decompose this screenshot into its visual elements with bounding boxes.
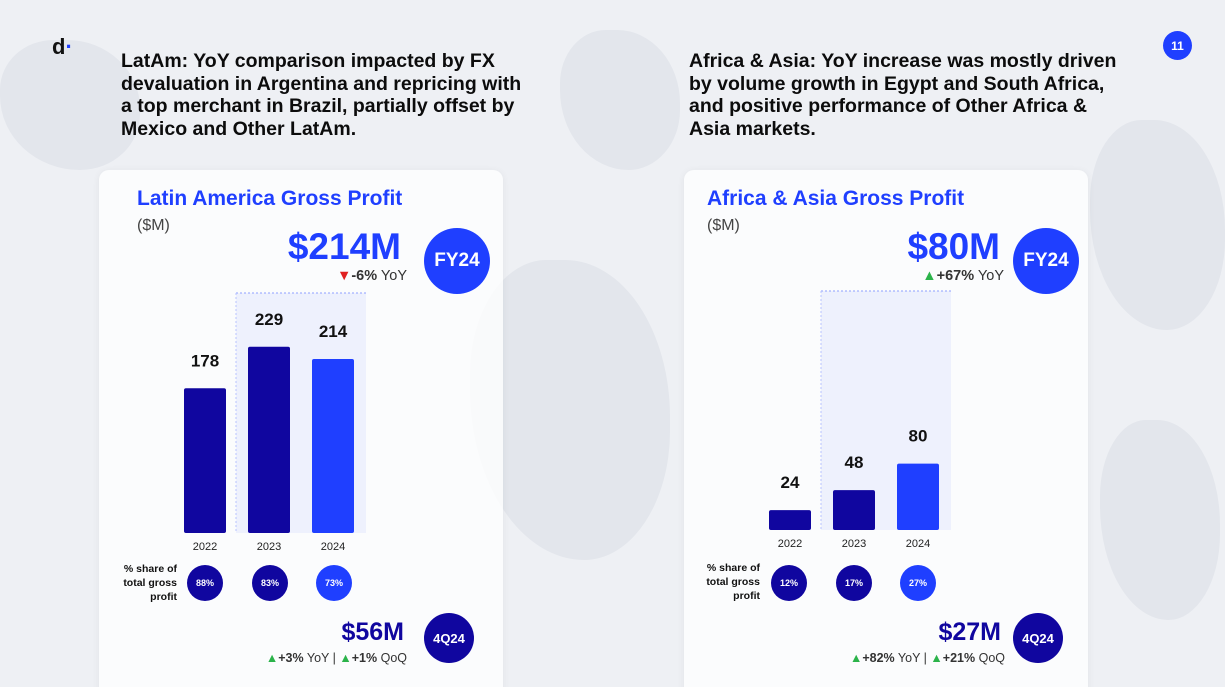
share-dot: 88% bbox=[187, 565, 223, 601]
bar bbox=[248, 346, 290, 533]
share-label-line: total gross bbox=[123, 577, 177, 589]
bar bbox=[833, 490, 875, 530]
fy-yoy-pct: +67% bbox=[936, 268, 975, 284]
q-yoy-word: YoY bbox=[897, 651, 921, 665]
fy-yoy-pct: -6% bbox=[351, 268, 378, 284]
logo-letter: d bbox=[52, 34, 66, 59]
latam-bar-chart: 178 2022 229 2023 214 2024 bbox=[184, 292, 366, 553]
share-dot: 12% bbox=[771, 565, 807, 601]
fy-yoy: ▼-6% YoY bbox=[300, 268, 407, 284]
map-shape bbox=[1090, 120, 1225, 330]
share-label-line: % share of bbox=[706, 562, 760, 574]
separator: | bbox=[923, 651, 927, 665]
page-number: 11 bbox=[1163, 31, 1192, 60]
headline-line: a top merchant in Brazil, partially offs… bbox=[121, 95, 515, 117]
separator: | bbox=[332, 651, 336, 665]
up-arrow-icon: ▲ bbox=[339, 651, 352, 665]
map-shape bbox=[560, 30, 680, 170]
up-arrow-icon: ▲ bbox=[922, 268, 937, 284]
bar-value-label: 229 bbox=[255, 310, 283, 329]
company-logo: d· bbox=[52, 34, 73, 60]
fy-badge: FY24 bbox=[424, 228, 490, 294]
quarter-value: $27M bbox=[938, 618, 1001, 646]
share-dot: 27% bbox=[900, 565, 936, 601]
fy-yoy-word: YoY bbox=[380, 268, 407, 284]
bar-value-label: 178 bbox=[191, 351, 219, 370]
share-dot: 73% bbox=[316, 565, 352, 601]
headline-line: Africa & Asia: YoY increase was mostly d… bbox=[689, 50, 1117, 72]
headline-line: Asia markets. bbox=[689, 117, 816, 140]
share-label: % share of total gross profit bbox=[684, 561, 760, 603]
bar bbox=[897, 463, 939, 530]
fy-value: $80M bbox=[907, 226, 1000, 267]
q-qoq: +21% bbox=[942, 651, 976, 665]
up-arrow-icon: ▲ bbox=[930, 651, 943, 665]
q-yoy: +3% bbox=[278, 651, 304, 665]
headline-line: Mexico and Other LatAm. bbox=[121, 117, 357, 140]
bar-value-label: 24 bbox=[781, 473, 800, 492]
bar-value-label: 214 bbox=[319, 322, 348, 341]
unit-label: ($M) bbox=[707, 217, 740, 234]
map-shape bbox=[1100, 420, 1220, 620]
up-arrow-icon: ▲ bbox=[265, 651, 279, 665]
q-qoq: +1% bbox=[351, 651, 378, 665]
quarter-change: ▲+82% YoY | ▲+21% QoQ bbox=[820, 651, 1005, 665]
quarter-badge: 4Q24 bbox=[424, 613, 474, 663]
x-tick-label: 2023 bbox=[257, 541, 281, 553]
headline-line: devaluation in Argentina and repricing w… bbox=[121, 72, 522, 95]
map-shape bbox=[470, 260, 670, 560]
q-qoq-word: QoQ bbox=[380, 651, 407, 665]
right-headline: Africa & Asia: YoY increase was mostly d… bbox=[689, 50, 1116, 140]
bar bbox=[312, 358, 354, 533]
fy-badge: FY24 bbox=[1013, 228, 1079, 294]
quarter-value: $56M bbox=[341, 618, 404, 646]
x-tick-label: 2022 bbox=[778, 538, 802, 550]
bar-value-label: 80 bbox=[909, 427, 928, 446]
x-tick-label: 2023 bbox=[842, 538, 866, 550]
share-label-line: total gross bbox=[706, 576, 760, 588]
map-shape bbox=[0, 40, 140, 170]
headline-line: and positive performance of Other Africa… bbox=[689, 95, 1088, 117]
quarter-badge: 4Q24 bbox=[1013, 613, 1063, 663]
fy-value: $214M bbox=[287, 226, 401, 267]
card-title: Latin America Gross Profit bbox=[137, 187, 403, 210]
q-yoy-word: YoY bbox=[306, 651, 330, 665]
share-label-line: % share of bbox=[123, 563, 177, 575]
share-dot: 17% bbox=[836, 565, 872, 601]
left-headline: LatAm: YoY comparison impacted by FX dev… bbox=[121, 50, 521, 140]
share-label-line: profit bbox=[733, 590, 760, 602]
quarter-change: ▲+3% YoY | ▲+1% QoQ bbox=[240, 651, 407, 665]
unit-label: ($M) bbox=[137, 217, 170, 234]
bar bbox=[184, 388, 226, 533]
card-title: Africa & Asia Gross Profit bbox=[707, 187, 965, 210]
headline-line: LatAm: YoY comparison impacted by FX bbox=[121, 50, 495, 72]
logo-dot: · bbox=[65, 34, 73, 59]
up-arrow-icon: ▲ bbox=[849, 651, 863, 665]
x-tick-label: 2024 bbox=[321, 541, 345, 553]
fy-yoy: ▲+67% YoY bbox=[880, 268, 1004, 284]
q-qoq-word: QoQ bbox=[978, 651, 1005, 665]
x-tick-label: 2024 bbox=[906, 538, 930, 550]
q-yoy: +82% bbox=[862, 651, 895, 665]
bar-value-label: 48 bbox=[845, 453, 864, 472]
share-dot: 83% bbox=[252, 565, 288, 601]
down-arrow-icon: ▼ bbox=[336, 268, 352, 284]
share-label-line: profit bbox=[150, 591, 177, 603]
x-tick-label: 2022 bbox=[193, 541, 217, 553]
bar bbox=[769, 510, 811, 530]
fy-yoy-word: YoY bbox=[977, 268, 1004, 284]
headline-line: by volume growth in Egypt and South Afri… bbox=[689, 72, 1105, 95]
africa-asia-bar-chart: 24 2022 48 2023 80 2024 bbox=[769, 290, 951, 550]
share-label: % share of total gross profit bbox=[100, 562, 177, 604]
